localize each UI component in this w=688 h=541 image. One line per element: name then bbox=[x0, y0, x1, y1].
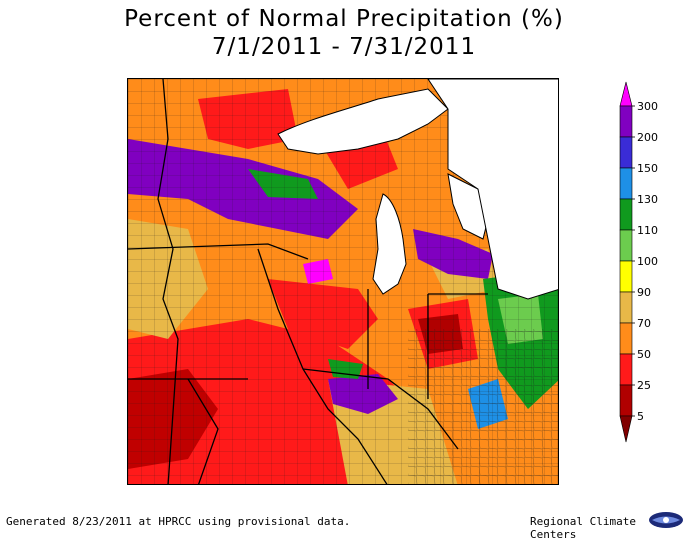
legend-label: 5 bbox=[637, 410, 644, 423]
lake-michigan bbox=[372, 193, 407, 295]
legend-label: 300 bbox=[637, 100, 658, 113]
legend-label: 130 bbox=[637, 193, 658, 206]
map-date-range: 7/1/2011 - 7/31/2011 bbox=[211, 34, 477, 60]
legend-swatch bbox=[619, 353, 633, 386]
map-title: Percent of Normal Precipitation (%) bbox=[124, 6, 564, 32]
legend-label: 90 bbox=[637, 286, 651, 299]
lake-superior bbox=[277, 88, 449, 155]
legend-top-arrow bbox=[619, 81, 633, 107]
legend-label: 25 bbox=[637, 379, 651, 392]
legend-swatch bbox=[619, 229, 633, 262]
generated-note: Generated 8/23/2011 at HPRCC using provi… bbox=[6, 515, 351, 528]
legend-swatch bbox=[619, 260, 633, 293]
legend-label: 100 bbox=[637, 255, 658, 268]
legend-label: 200 bbox=[637, 131, 658, 144]
precipitation-legend: 300 200 150 130 110 100 90 70 50 25 5 bbox=[612, 78, 672, 458]
legend-label: 110 bbox=[637, 224, 658, 237]
legend-swatch bbox=[619, 291, 633, 324]
legend-swatch bbox=[619, 167, 633, 200]
precipitation-map bbox=[127, 78, 559, 485]
legend-swatch bbox=[619, 322, 633, 355]
lake-erie-canada bbox=[427, 79, 558, 300]
rcc-logo bbox=[648, 511, 684, 529]
legend-swatch bbox=[619, 105, 633, 138]
legend-label: 50 bbox=[637, 348, 651, 361]
legend-label: 150 bbox=[637, 162, 658, 175]
legend-label: 70 bbox=[637, 317, 651, 330]
legend-swatch bbox=[619, 198, 633, 231]
legend-swatch bbox=[619, 136, 633, 169]
legend-bottom-arrow bbox=[619, 415, 633, 443]
legend-swatch bbox=[619, 384, 633, 417]
